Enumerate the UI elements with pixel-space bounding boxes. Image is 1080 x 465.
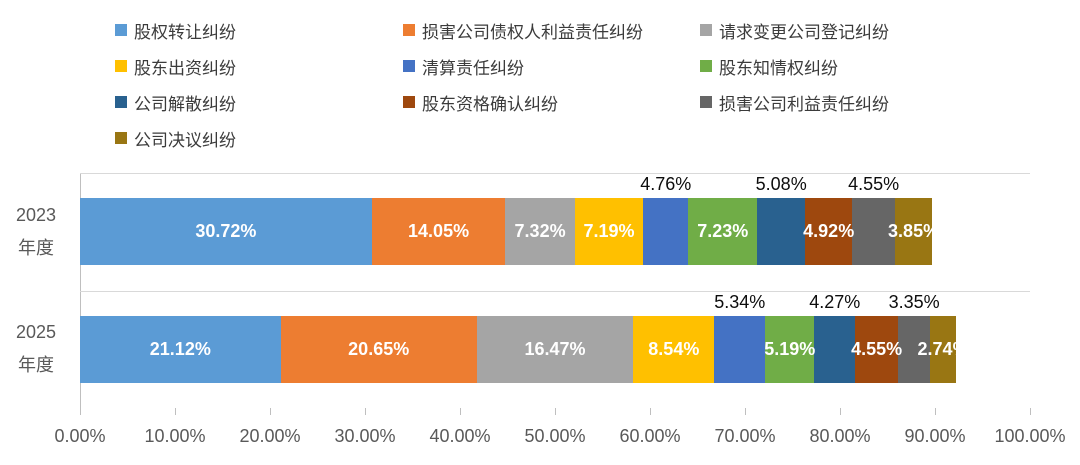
legend-color-swatch-icon (403, 96, 415, 108)
legend-item-label: 公司决议纠纷 (134, 130, 236, 150)
axis-tick-label: 60.00% (619, 426, 681, 446)
bar-segment-label: 2.74% (917, 338, 969, 359)
bar-segment-label-above: 4.76% (640, 174, 692, 195)
bar-segment-label-above: 3.35% (888, 291, 940, 312)
legend-item: 损害公司债权人利益责任纠纷 (403, 18, 700, 43)
bar-segment (714, 315, 766, 383)
legend-item: 股东出资纠纷 (115, 54, 403, 79)
axis-tick-mark (745, 408, 746, 415)
axis-tick-mark (555, 408, 556, 415)
legend-item: 损害公司利益责任纠纷 (700, 90, 889, 115)
legend-color-swatch-icon (403, 24, 415, 36)
bar-segment-label: 8.54% (648, 338, 700, 359)
legend-item: 股东资格确认纠纷 (403, 90, 700, 115)
axis-tick-label: 100.00% (994, 426, 1066, 446)
bar-segment: 7.23% (688, 198, 758, 266)
bar-segment: 3.85% (888, 198, 939, 266)
axis-tick-label: 30.00% (334, 426, 396, 446)
axis-tick-label: 0.00% (54, 426, 106, 446)
legend-item: 请求变更公司登记纠纷 (700, 18, 889, 43)
bar-segment: 30.72% (80, 198, 372, 266)
axis-tick-label: 80.00% (809, 426, 871, 446)
bar-segment (898, 315, 931, 383)
bar-segment-label: 7.23% (697, 221, 749, 242)
bar-segment: 5.19% (764, 315, 816, 383)
bar-segment-label: 5.19% (764, 338, 816, 359)
legend-item-label: 清算责任纠纷 (422, 58, 524, 78)
bar-segment (643, 198, 689, 266)
legend-color-swatch-icon (115, 96, 127, 108)
legend-item: 清算责任纠纷 (403, 54, 700, 79)
bar-segment: 8.54% (633, 315, 715, 383)
bar-segment (757, 198, 806, 266)
bar-segment-label-above: 4.55% (848, 174, 900, 195)
legend-color-swatch-icon (403, 60, 415, 72)
bar-segment-label-above: 5.08% (755, 174, 807, 195)
axis-tick-mark (935, 408, 936, 415)
legend-item-label: 请求变更公司登记纠纷 (719, 22, 889, 42)
bar-segment-label: 16.47% (524, 338, 586, 359)
bar-segment-label: 30.72% (195, 221, 257, 242)
category-tick-label: 2023 年度 (15, 204, 57, 258)
legend-color-swatch-icon (700, 96, 712, 108)
bar-segment (852, 198, 896, 266)
legend-color-swatch-icon (700, 60, 712, 72)
bar-segment: 14.05% (371, 198, 506, 266)
legend-color-swatch-icon (115, 132, 127, 144)
bar-segment-label: 4.55% (851, 338, 903, 359)
bar-segment: 4.92% (803, 198, 855, 266)
axis-tick-label: 40.00% (429, 426, 491, 446)
axis-tick-mark (80, 408, 81, 415)
bar-segment (814, 315, 855, 383)
axis-tick-label: 50.00% (524, 426, 586, 446)
legend-item: 公司解散纠纷 (115, 90, 403, 115)
bar-segment: 4.55% (851, 315, 902, 383)
axis-tick-mark (175, 408, 176, 415)
axis-tick-label: 10.00% (144, 426, 206, 446)
legend-item-label: 股东出资纠纷 (134, 58, 236, 78)
bar-segment-label: 3.85% (888, 221, 940, 242)
axis-tick-mark (270, 408, 271, 415)
axis-tick-mark (650, 408, 651, 415)
bar-segment-label: 20.65% (348, 338, 410, 359)
legend-item-label: 股东知情权纠纷 (719, 58, 838, 78)
plot-area: 30.72% 14.05% 7.32% 7.19% 4.76% 7.23% 5.08% 4.9… (80, 173, 1030, 408)
axis-tick-mark (1030, 408, 1031, 415)
legend-item-label: 公司解散纠纷 (134, 94, 236, 114)
bar-segment: 2.74% (918, 315, 969, 383)
legend-item: 股东知情权纠纷 (700, 54, 889, 79)
legend-item: 股权转让纠纷 (115, 18, 403, 43)
bar-segment: 20.65% (280, 315, 477, 383)
horizontal-gridline (80, 290, 1030, 292)
bar-segment-label: 4.92% (803, 221, 855, 242)
bar-segment: 7.19% (574, 198, 644, 266)
bar-segment: 21.12% (80, 315, 281, 383)
bar-segment-label: 14.05% (408, 221, 470, 242)
legend-item-label: 股权转让纠纷 (134, 22, 236, 42)
legend-item-label: 股东资格确认纠纷 (422, 94, 558, 114)
bar-segment-label-above: 4.27% (809, 291, 861, 312)
chart-legend: 股权转让纠纷 损害公司债权人利益责任纠纷 请求变更公司登记纠纷股东出资纠纷 清算责任纠… (115, 12, 889, 156)
axis-tick-label: 20.00% (239, 426, 301, 446)
legend-color-swatch-icon (115, 60, 127, 72)
axis-tick-label: 90.00% (904, 426, 966, 446)
bar-segment-label: 21.12% (149, 338, 211, 359)
horizontal-gridline (80, 173, 1030, 174)
category-tick-label: 2025 年度 (15, 322, 57, 376)
bar-segment: 7.32% (505, 198, 575, 266)
axis-tick-mark (840, 408, 841, 415)
axis-tick-mark (460, 408, 461, 415)
legend-color-swatch-icon (700, 24, 712, 36)
legend-item: 公司决议纠纷 (115, 126, 403, 151)
axis-tick-label: 70.00% (714, 426, 776, 446)
bar-segment-label: 7.32% (514, 221, 566, 242)
axis-tick-mark (365, 408, 366, 415)
bar-segment-label: 7.19% (583, 221, 635, 242)
bar-segment: 16.47% (476, 315, 634, 383)
legend-item-label: 损害公司债权人利益责任纠纷 (422, 22, 643, 42)
bar-segment-label-above: 5.34% (714, 291, 766, 312)
legend-color-swatch-icon (115, 24, 127, 36)
legend-item-label: 损害公司利益责任纠纷 (719, 94, 889, 114)
